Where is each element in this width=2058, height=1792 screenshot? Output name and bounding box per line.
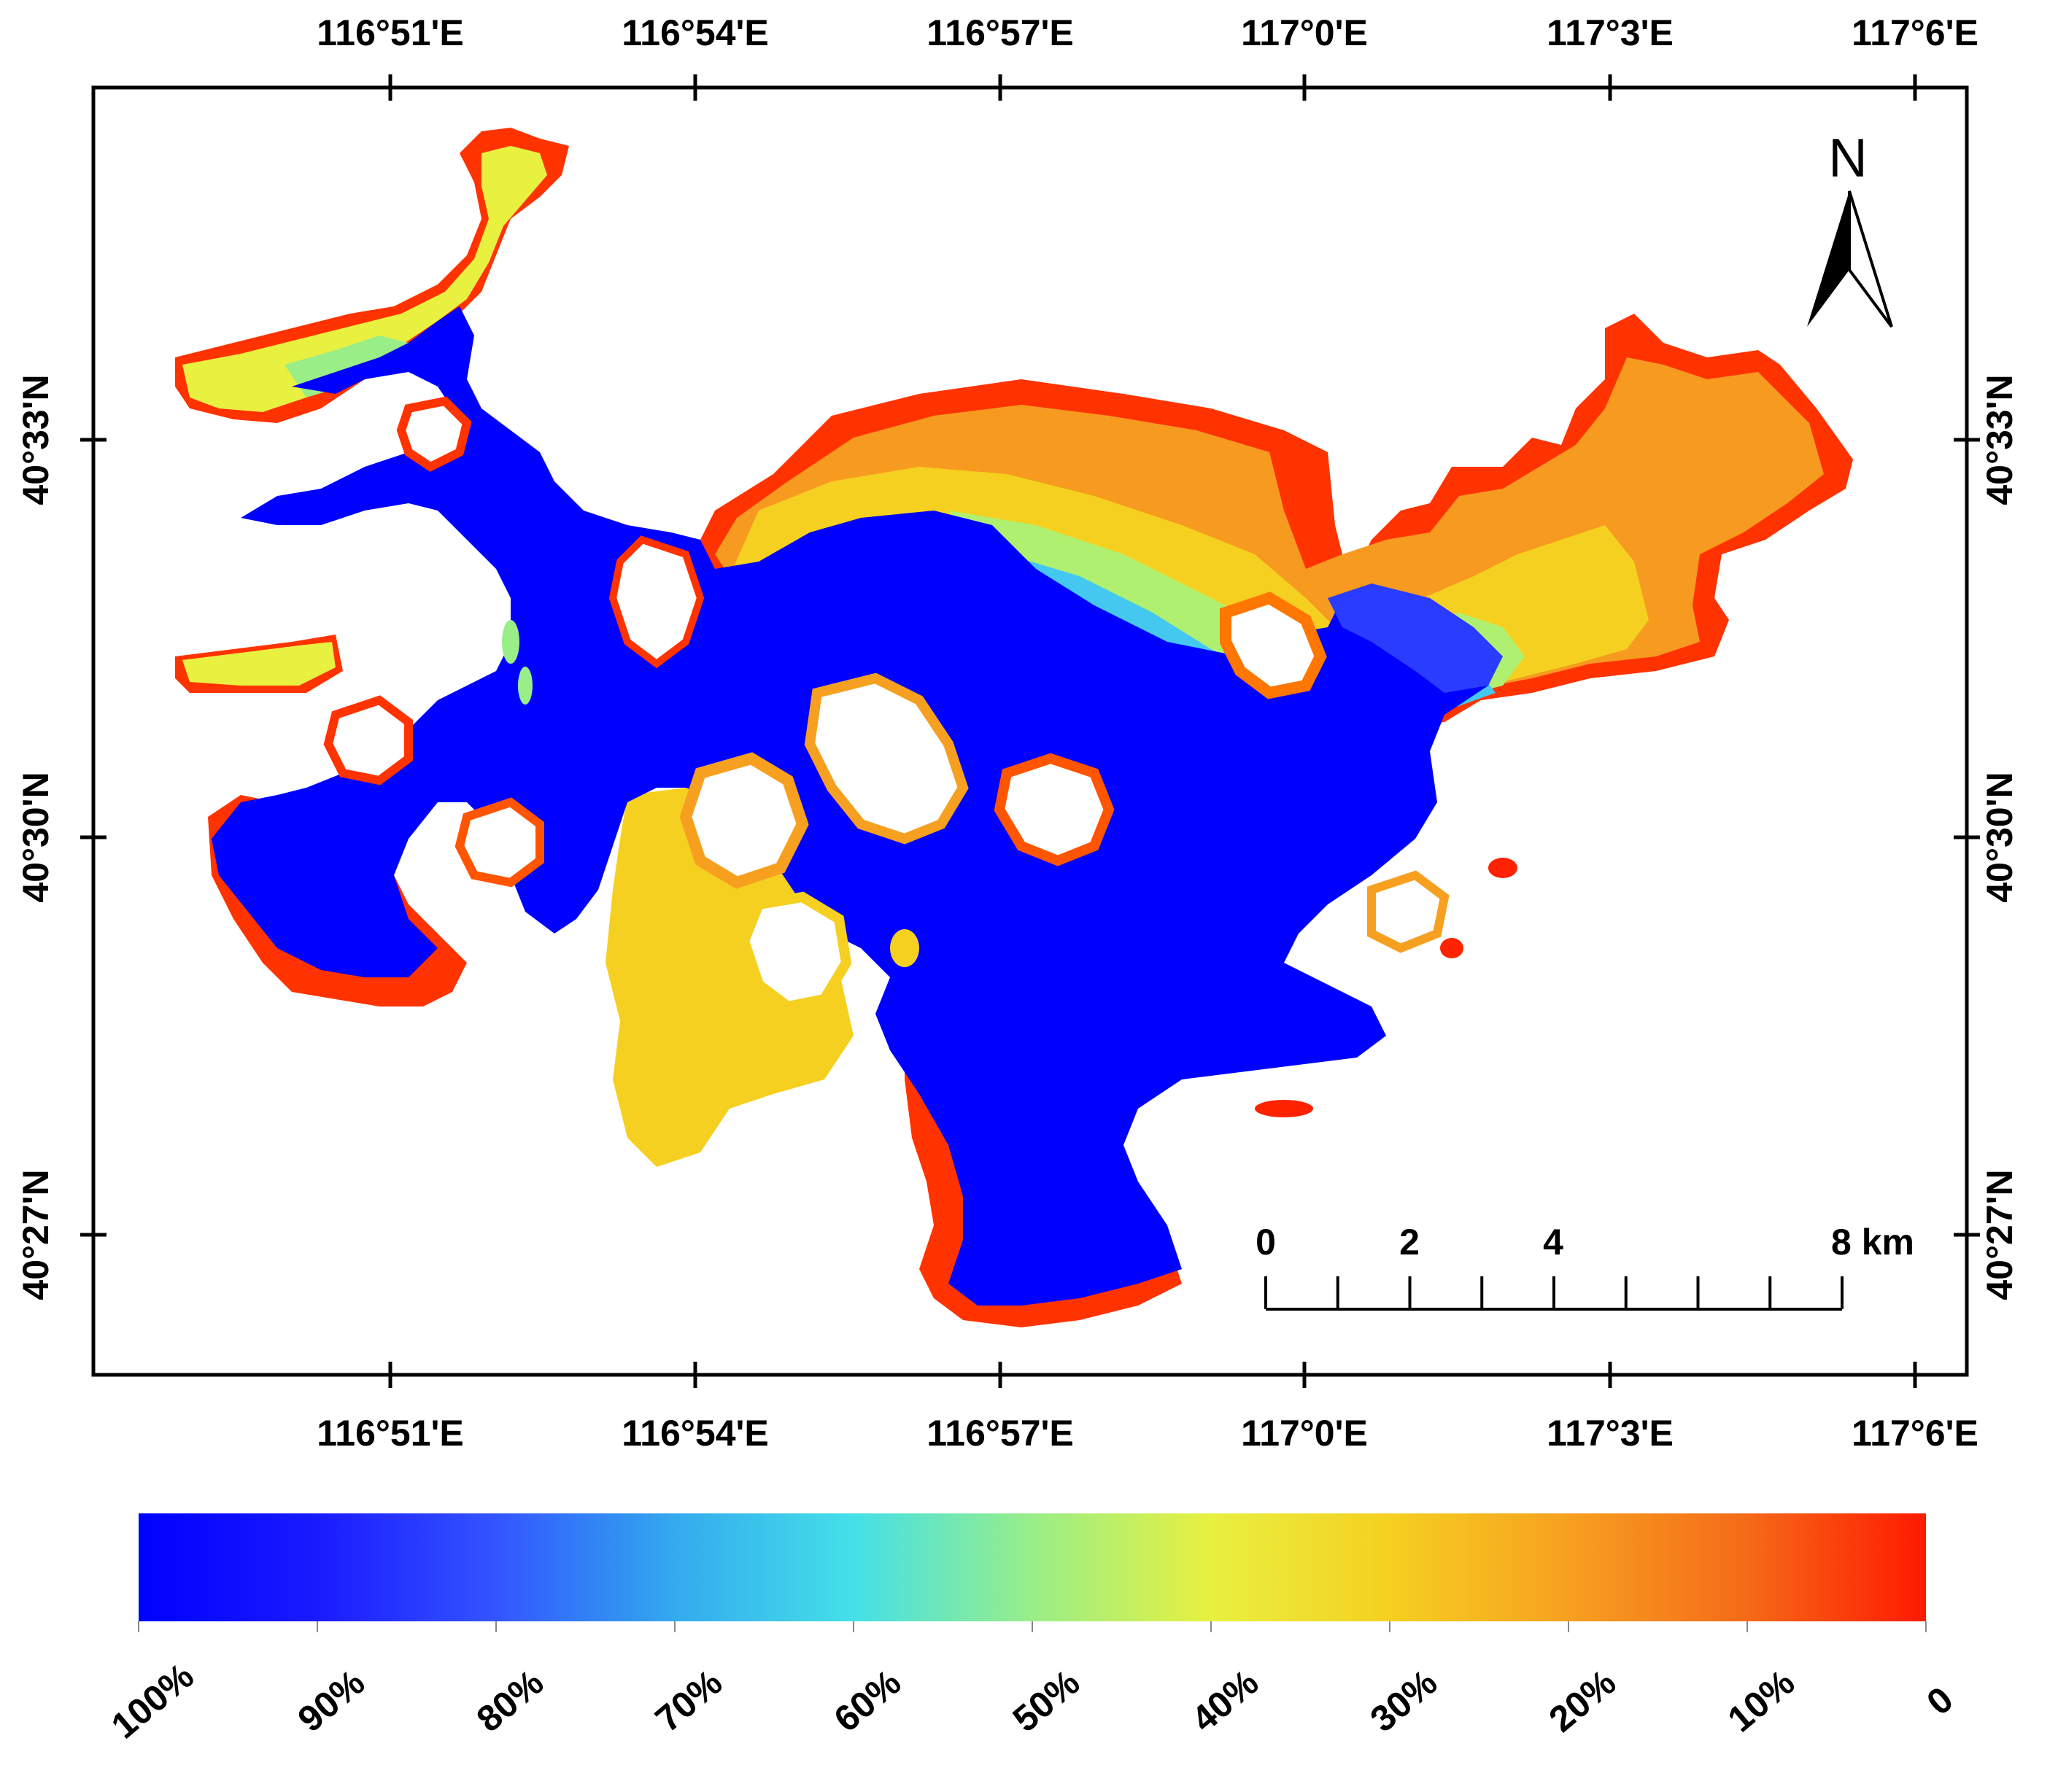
legend-colorbar [139, 1513, 1926, 1621]
lon-label-bottom: 116°54'E [622, 1413, 769, 1454]
legend-label: 20% [1541, 1661, 1624, 1739]
map-frame [91, 85, 1969, 1377]
scale-label-0: 0 [1256, 1222, 1276, 1262]
lon-label-bottom: 117°0'E [1241, 1413, 1368, 1454]
lat-label-right: 40°30'N [1979, 772, 2020, 902]
island-8 [454, 797, 544, 888]
legend-label: 10% [1720, 1661, 1803, 1739]
yellow-speck [890, 929, 919, 967]
lon-label-bottom: 116°57'E [927, 1413, 1074, 1454]
lat-label-left: 40°30'N [15, 772, 56, 902]
lat-label-left: 40°27'N [15, 1169, 56, 1300]
island-3 [994, 753, 1115, 866]
legend-label: 30% [1363, 1661, 1445, 1739]
red-speck [1488, 858, 1517, 878]
legend: 100% 90% 80% 70% 60% 50% 40% 30% 20% 10% 0 [104, 1513, 1961, 1747]
island-2 [804, 672, 969, 845]
island-10 [1367, 870, 1450, 953]
red-speck [1255, 1100, 1313, 1117]
legend-label: 100% [104, 1655, 201, 1746]
scale-label-4: 4 [1543, 1222, 1563, 1262]
island-1 [608, 535, 705, 669]
lat-label-right: 40°33'N [1979, 374, 2020, 505]
green-speck [502, 620, 519, 664]
lat-label-left: 40°33'N [15, 374, 56, 505]
legend-label: 70% [648, 1661, 730, 1739]
lon-label-top: 116°57'E [927, 12, 1074, 53]
legend-label: 60% [827, 1661, 909, 1739]
legend-label: 80% [469, 1661, 552, 1739]
lon-label-top: 117°3'E [1547, 12, 1674, 53]
red-speck [1440, 938, 1463, 958]
legend-label: 50% [1005, 1661, 1088, 1739]
reservoir-water-map [175, 128, 1853, 1327]
ne-blue-fringe [1328, 583, 1503, 693]
legend-label: 0 [1919, 1679, 1960, 1723]
north-label: N [1828, 128, 1867, 188]
w-arm-yellow [182, 642, 336, 686]
lon-label-top: 117°6'E [1852, 12, 1978, 53]
green-speck [518, 667, 533, 705]
graticule-ticks [80, 74, 1980, 1388]
island-6 [738, 891, 852, 1012]
legend-label: 90% [290, 1661, 373, 1739]
north-arrow-icon [1807, 190, 1893, 328]
lat-label-right: 40°27'N [1979, 1169, 2020, 1300]
lon-label-bottom: 116°51'E [317, 1413, 464, 1454]
lon-label-top: 116°54'E [622, 12, 769, 53]
island-9 [396, 396, 472, 472]
north-arrow: N [1807, 128, 1893, 328]
lon-label-top: 117°0'E [1241, 12, 1368, 53]
graticule-labels: 116°51'E 116°51'E 116°54'E 116°54'E 116°57'E… [15, 12, 2020, 1454]
legend-label: 40% [1184, 1661, 1266, 1739]
island-5 [679, 752, 809, 889]
lon-label-bottom: 117°3'E [1547, 1413, 1674, 1454]
island-7 [323, 695, 413, 786]
scale-bar: 0 2 4 8 km [1256, 1222, 1914, 1311]
nw-arm-yellow [182, 146, 547, 412]
island-4 [1220, 591, 1327, 699]
scale-label-8km: 8 km [1831, 1222, 1914, 1262]
scale-label-2: 2 [1399, 1222, 1420, 1262]
lon-label-bottom: 117°6'E [1852, 1413, 1978, 1454]
lon-label-top: 116°51'E [317, 12, 464, 53]
